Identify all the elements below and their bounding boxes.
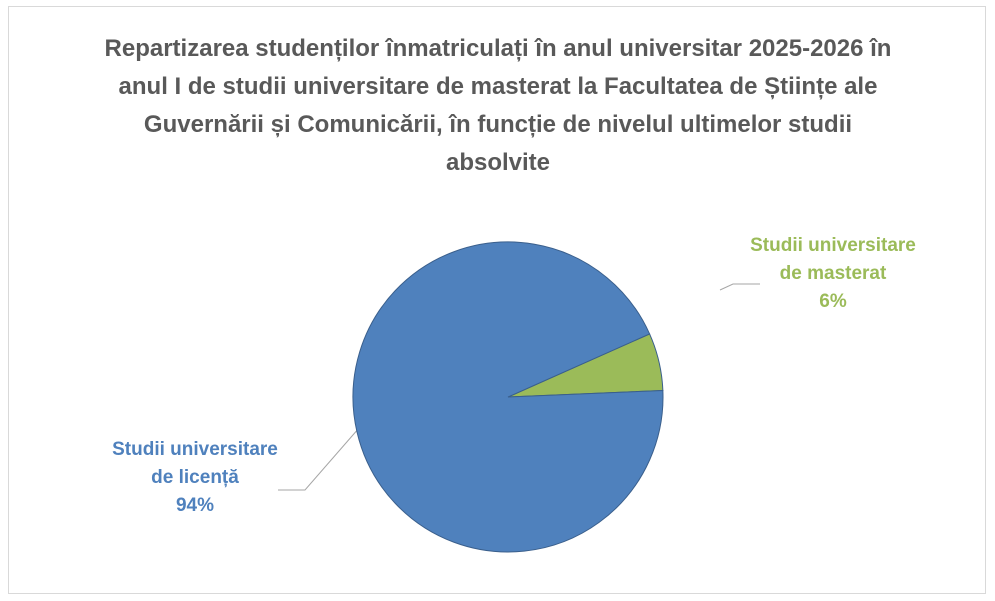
label-category: Studii universitare de masterat [750, 235, 916, 284]
data-label: Studii universitare de licență 94% [110, 436, 280, 520]
chart-border [8, 6, 986, 594]
leader-line [719, 283, 760, 291]
leader-line [278, 419, 367, 491]
chart-title: Repartizarea studenților înmatriculați î… [104, 35, 892, 176]
data-label: Studii universitare de masterat 6% [748, 232, 918, 316]
pie-slice [352, 241, 664, 553]
label-value: 94% [175, 495, 215, 516]
label-category: Studii universitare de licență [112, 439, 278, 488]
label-value: 6% [819, 291, 847, 312]
